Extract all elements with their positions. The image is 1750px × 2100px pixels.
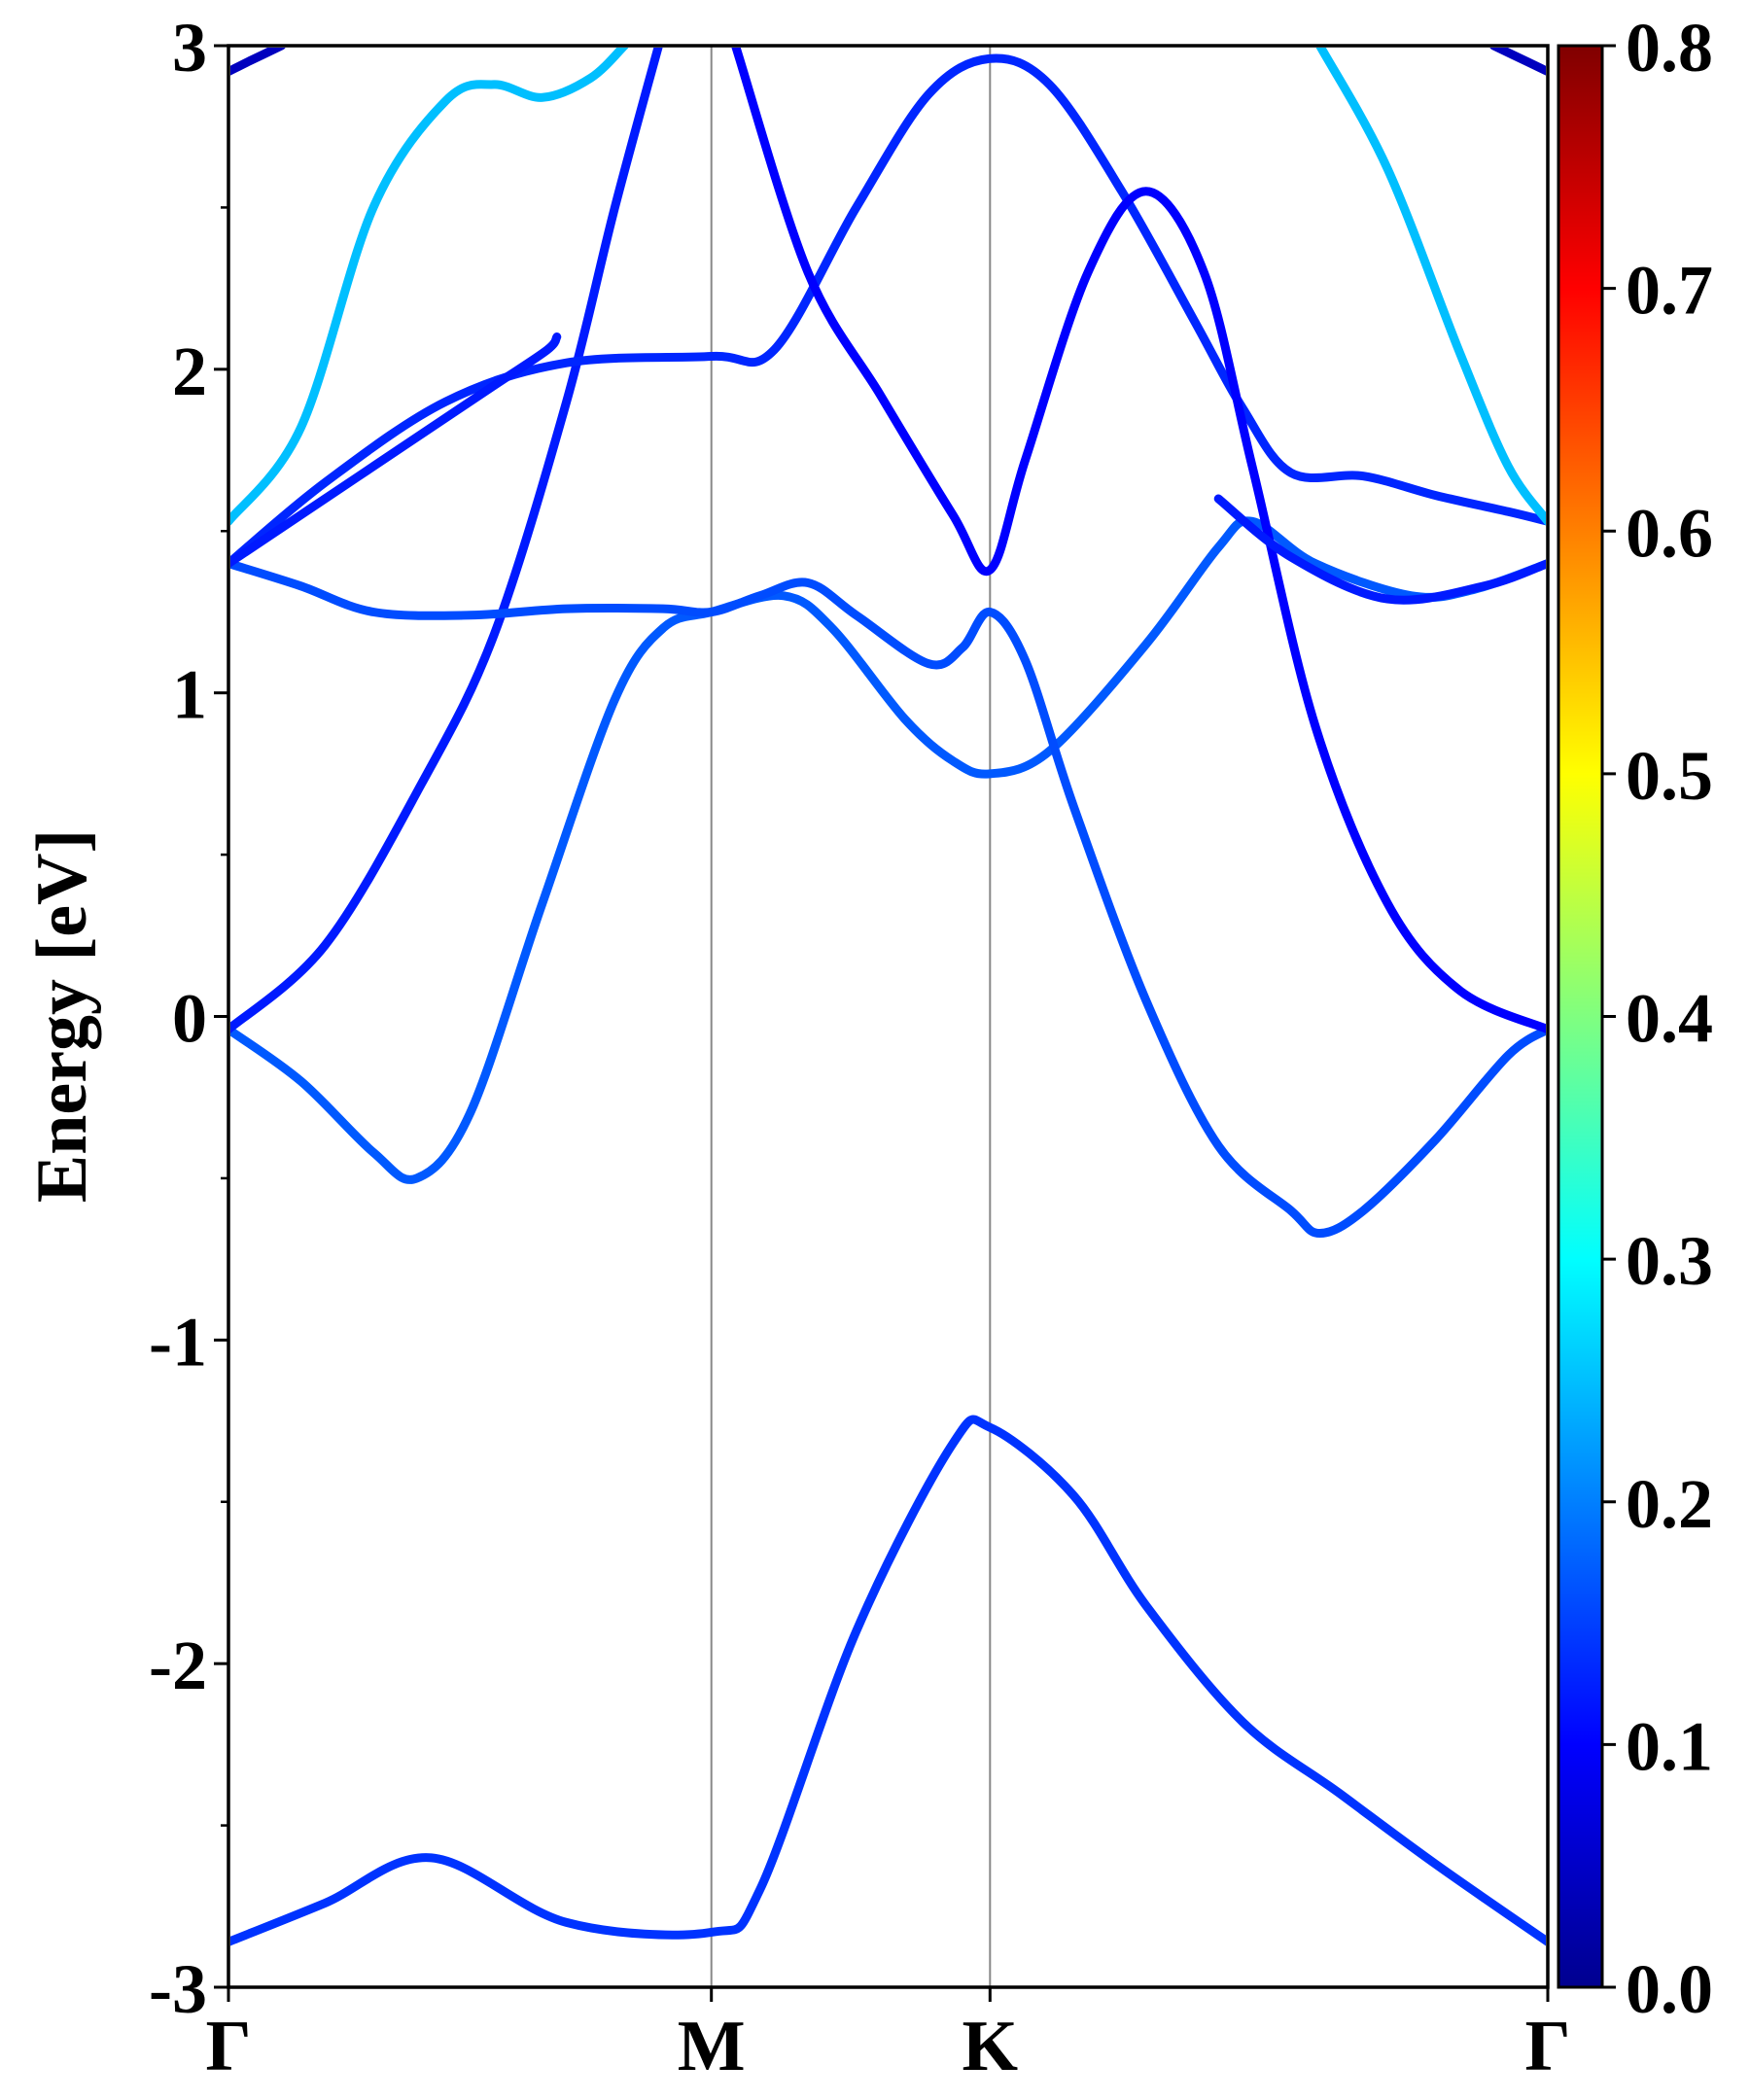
colorbar-tick-label: 0.5 [1626,737,1713,815]
band-line [230,48,286,76]
bands [230,48,1546,1946]
colorbar-tick-label: 0.4 [1626,980,1713,1058]
y-tick-label: 3 [172,9,207,87]
y-tick-label: 2 [172,332,207,410]
band-line [230,332,562,568]
band-line [1315,48,1546,526]
x-tick-label: Γ [205,2007,251,2086]
colorbar-tick-label: 0.2 [1626,1465,1713,1543]
y-tick-label: -1 [149,1303,207,1381]
y-tick-label: -2 [149,1627,207,1704]
y-tick-label: 0 [172,980,207,1058]
band-line [1213,494,1546,605]
y-axis-title: Energy [eV] [22,829,102,1203]
x-tick-label: Γ [1524,2007,1570,2086]
y-tick-label: 1 [172,656,207,734]
band-line [230,1415,1546,1946]
y-axis: -3 -2 -1 0 1 2 3 [149,9,228,2028]
plot-frame [227,44,1550,1989]
colorbar [1557,44,1604,1989]
band-line [1489,48,1546,76]
colorbar-tick-label: 0.3 [1626,1222,1713,1300]
band-line [230,53,1546,568]
high-symmetry-lines [710,46,992,1987]
band-line [731,48,1546,1033]
colorbar-tick-label: 0.0 [1626,1950,1713,2028]
colorbar-tick-label: 0.8 [1626,9,1713,87]
band-line [230,48,629,526]
band-line [230,559,1546,1238]
colorbar-tick-label: 0.1 [1626,1707,1713,1785]
colorbar-tick-label: 0.6 [1626,494,1713,572]
x-tick-label: M [678,2007,746,2086]
colorbar-tick-label: 0.7 [1626,252,1713,330]
band-line [230,48,663,1033]
colorbar-axis: 0.0 0.1 0.2 0.3 0.4 0.5 0.6 0.7 0.8 [1602,9,1713,2028]
y-tick-label: -3 [149,1950,207,2028]
x-tick-label: K [962,2007,1019,2086]
